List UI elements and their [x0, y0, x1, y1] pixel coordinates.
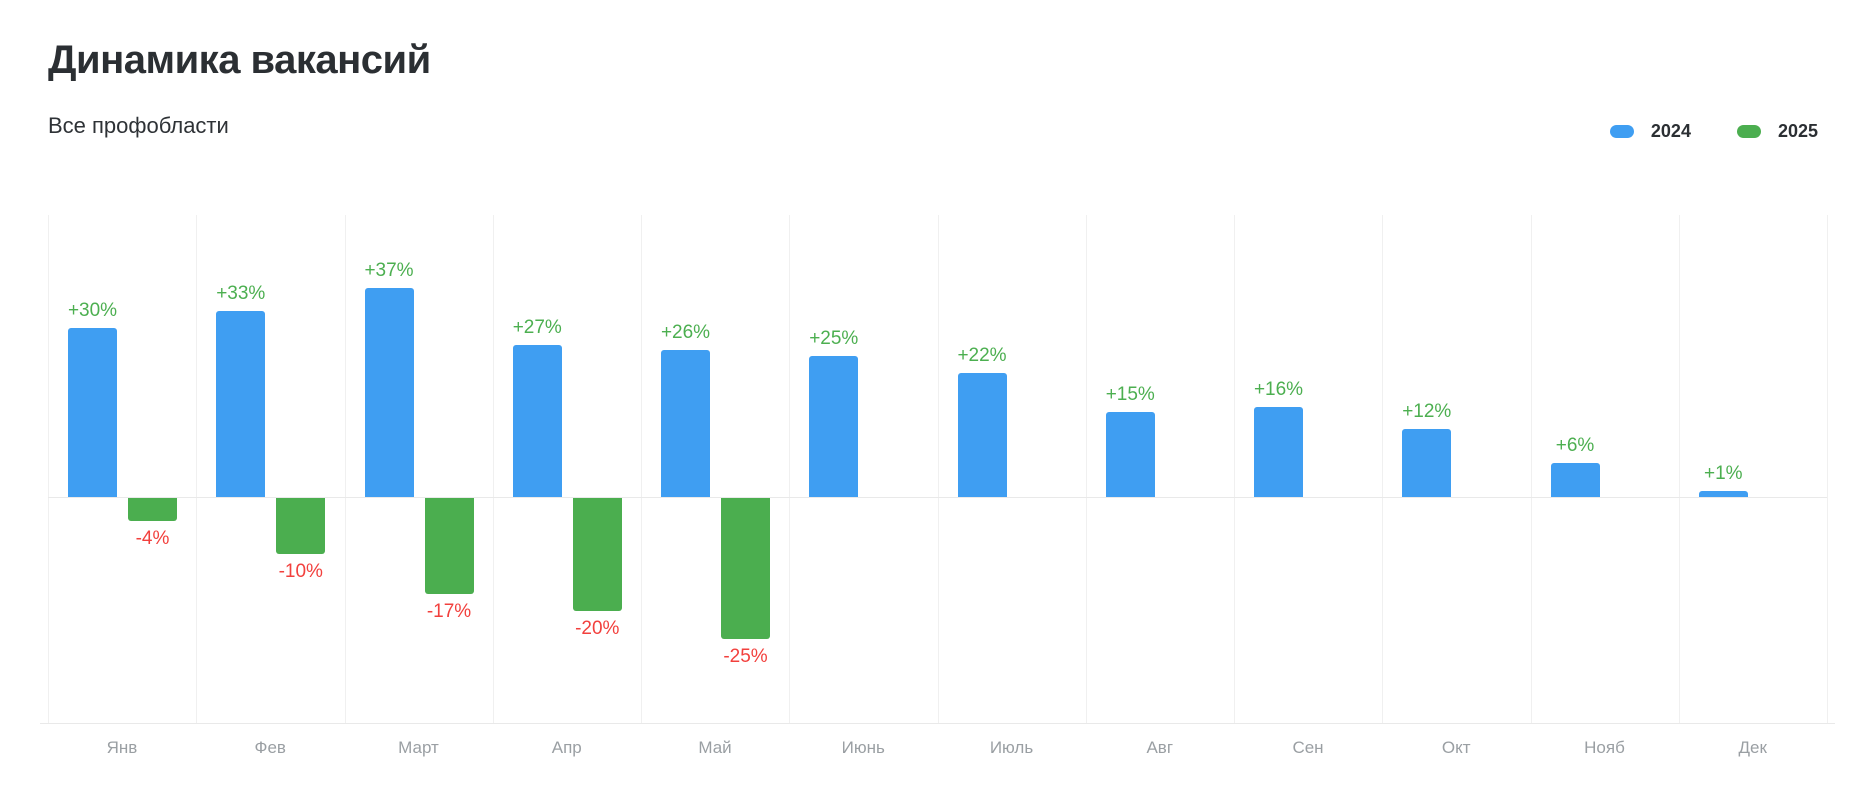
legend-item-2025[interactable]: 2025 — [1736, 121, 1818, 142]
value-label-2024-Дек: +1% — [1703, 463, 1743, 484]
value-label-2024-Март: +37% — [364, 260, 414, 281]
bar-2024-Янв[interactable] — [68, 328, 117, 497]
value-label-2024-Фев: +33% — [216, 283, 266, 304]
month-label-Март: Март — [398, 738, 439, 757]
gridline — [789, 215, 791, 723]
gridline — [492, 215, 494, 723]
value-label-2025-Март: -17% — [426, 601, 472, 622]
bar-2024-Сен[interactable] — [1254, 407, 1303, 497]
value-label-2024-Июль: +22% — [957, 345, 1007, 366]
gridline — [1085, 215, 1087, 723]
value-label-2025-Янв: -4% — [135, 528, 170, 549]
legend-item-2024[interactable]: 2024 — [1609, 121, 1691, 142]
gridline — [196, 215, 198, 723]
legend-label-2024: 2024 — [1650, 121, 1691, 141]
page-subtitle: Все профобласти — [48, 113, 229, 138]
gridline — [1382, 215, 1384, 723]
value-label-2024-Нояб: +6% — [1555, 435, 1595, 456]
bar-2024-Май[interactable] — [661, 350, 710, 497]
value-label-2025-Май: -25% — [723, 646, 768, 667]
gridline — [641, 215, 642, 723]
bar-2024-Март[interactable] — [364, 288, 414, 497]
bar-2025-Фев[interactable] — [276, 498, 326, 554]
value-label-2025-Апр: -20% — [575, 618, 620, 639]
month-label-Окт: Окт — [1441, 738, 1471, 757]
gridline — [937, 215, 939, 723]
month-label-Май: Май — [698, 738, 732, 757]
month-label-Дек: Дек — [1738, 738, 1767, 757]
bar-2024-Дек[interactable] — [1698, 491, 1748, 497]
gridline — [1827, 215, 1828, 723]
bar-2025-Янв[interactable] — [128, 498, 177, 521]
month-label-Июнь: Июнь — [841, 738, 885, 757]
value-label-2024-Авг: +15% — [1105, 384, 1155, 405]
gridline — [1530, 215, 1532, 723]
gridline — [1678, 215, 1680, 723]
bar-2024-Июнь[interactable] — [809, 356, 859, 497]
month-label-Нояб: Нояб — [1584, 738, 1625, 757]
bar-2024-Июль[interactable] — [957, 373, 1007, 497]
gridline — [48, 215, 49, 723]
bar-2024-Окт[interactable] — [1402, 429, 1452, 497]
value-label-2024-Июнь: +25% — [809, 328, 859, 349]
value-label-2024-Окт: +12% — [1402, 401, 1452, 422]
page-title: Динамика вакансий — [48, 38, 431, 82]
zero-axis-line — [48, 497, 1827, 498]
bar-2025-Март[interactable] — [424, 498, 474, 594]
month-label-Фев: Фев — [254, 738, 286, 757]
legend-swatch-2025-icon — [1736, 125, 1761, 138]
value-label-2024-Янв: +30% — [67, 300, 118, 321]
value-label-2025-Фев: -10% — [278, 561, 323, 582]
bar-2024-Фев[interactable] — [216, 311, 266, 497]
legend-swatch-2024-icon — [1609, 125, 1634, 138]
chart-bottom-line — [40, 723, 1835, 724]
gridline — [344, 215, 346, 723]
month-label-Июль: Июль — [989, 738, 1034, 757]
month-label-Апр: Апр — [551, 738, 582, 757]
month-label-Янв: Янв — [106, 738, 138, 757]
gridline — [1234, 215, 1235, 723]
bar-2025-Май[interactable] — [721, 498, 770, 639]
bar-2025-Апр[interactable] — [572, 498, 622, 611]
bar-2024-Апр[interactable] — [512, 345, 562, 497]
value-label-2024-Апр: +27% — [512, 317, 562, 338]
bar-2024-Нояб[interactable] — [1550, 463, 1600, 497]
chart-legend: 2024 2025 — [1609, 121, 1818, 142]
month-label-Сен: Сен — [1292, 738, 1324, 757]
value-label-2024-Май: +26% — [660, 322, 711, 343]
value-label-2024-Сен: +16% — [1253, 379, 1304, 400]
legend-label-2025: 2025 — [1777, 121, 1818, 141]
bar-2024-Авг[interactable] — [1105, 412, 1155, 497]
month-label-Авг: Авг — [1146, 738, 1174, 757]
